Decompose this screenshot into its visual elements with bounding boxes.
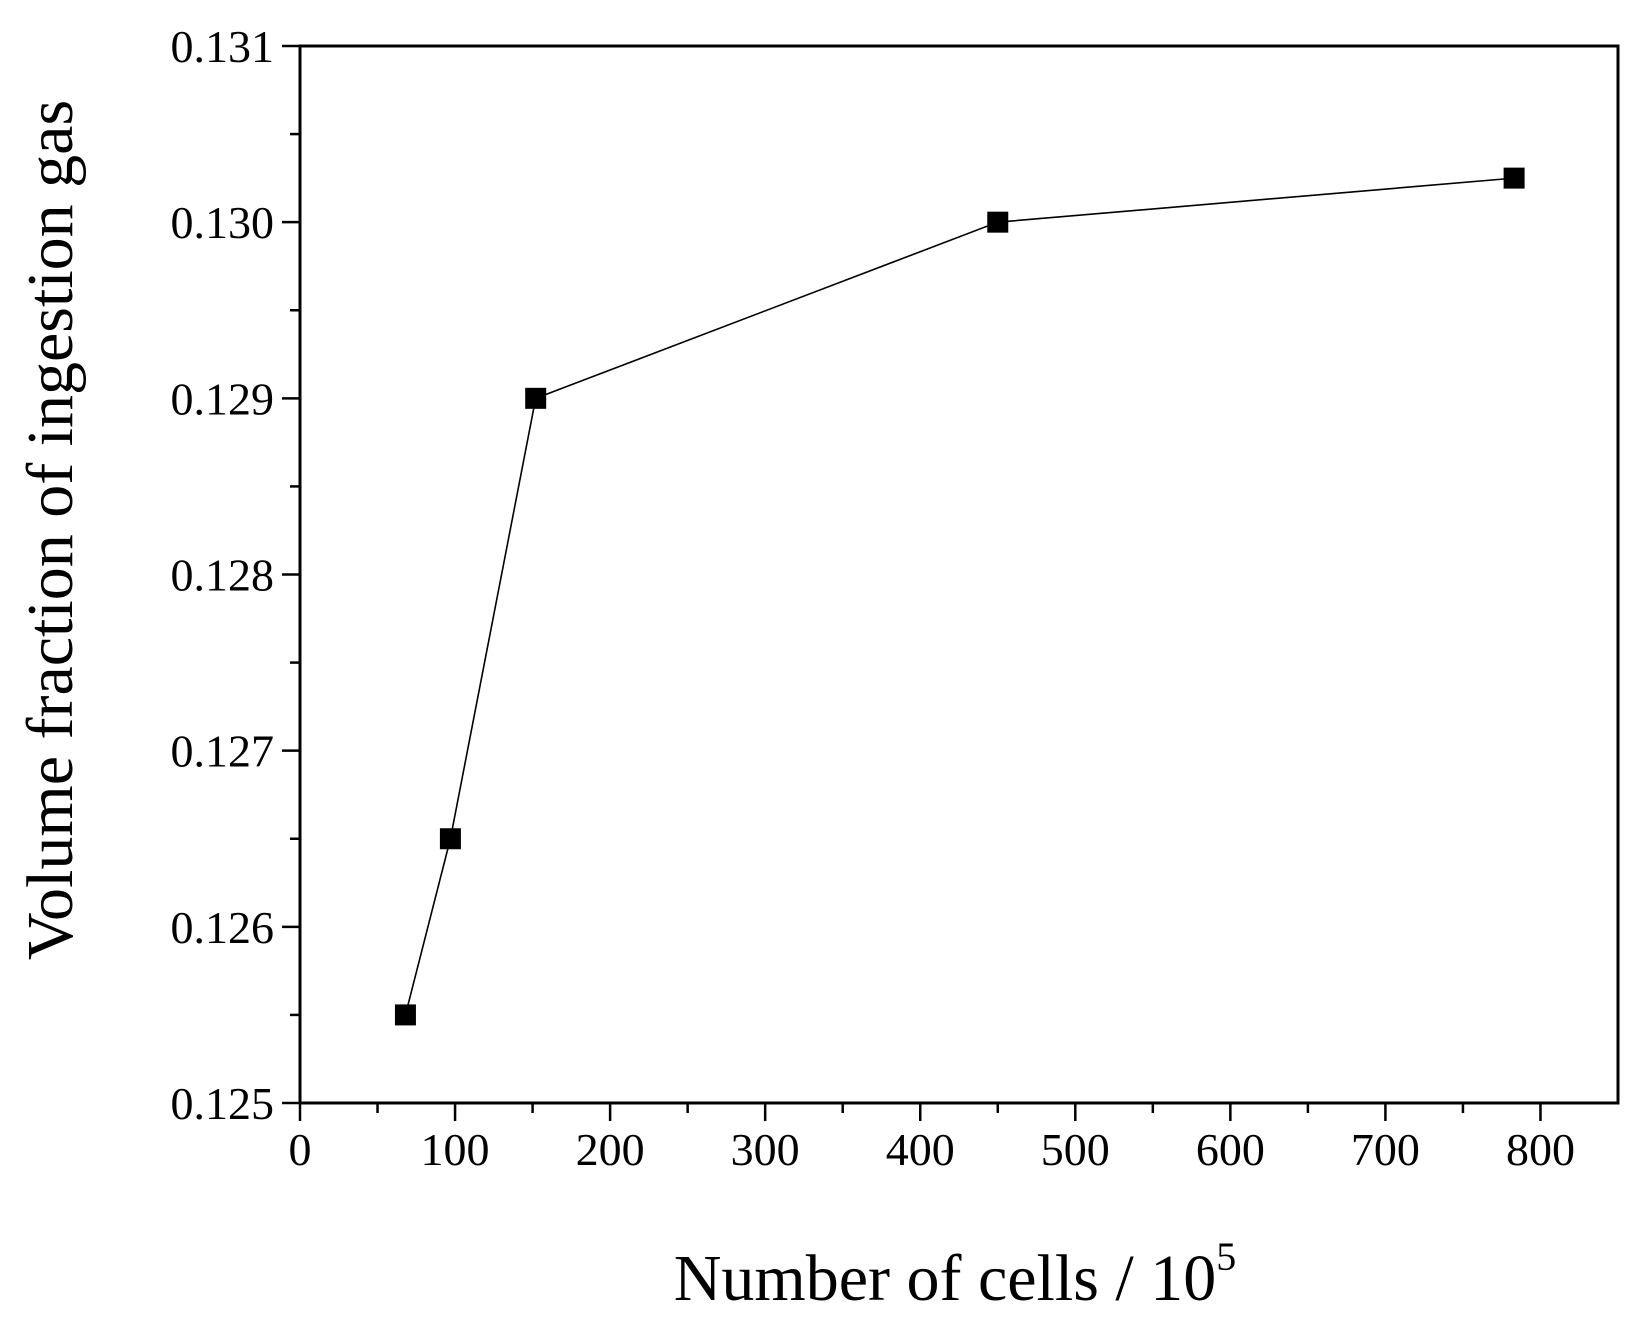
y-tick-label: 0.125 xyxy=(171,1078,275,1129)
data-point-marker xyxy=(987,211,1009,233)
y-tick-label: 0.131 xyxy=(171,21,275,72)
y-axis-title: Volume fraction of ingestion gas xyxy=(14,100,87,960)
x-tick-label: 300 xyxy=(731,1124,800,1175)
x-axis-title: Number of cells / 105 xyxy=(674,1234,1237,1315)
x-axis-title-main: Number of cells / 10 xyxy=(674,1242,1217,1315)
x-tick-label: 400 xyxy=(886,1124,955,1175)
data-point-marker xyxy=(394,1004,416,1026)
x-tick-label: 100 xyxy=(421,1124,490,1175)
x-axis-title-superscript: 5 xyxy=(1216,1234,1236,1279)
x-tick-label: 800 xyxy=(1506,1124,1575,1175)
x-tick-label: 700 xyxy=(1351,1124,1420,1175)
y-tick-label: 0.128 xyxy=(171,550,275,601)
y-axis-ticks: 0.125 0.126 0.127 0.128 0.129 0.130 0.131 xyxy=(171,21,300,1129)
data-point-marker xyxy=(525,387,547,409)
plot-area-border xyxy=(298,44,1620,1105)
series-line xyxy=(404,177,1515,1016)
x-tick-label: 600 xyxy=(1196,1124,1265,1175)
data-point-marker xyxy=(1503,167,1525,189)
y-tick-label: 0.130 xyxy=(171,197,275,248)
x-tick-label: 500 xyxy=(1041,1124,1110,1175)
x-tick-label: 200 xyxy=(576,1124,645,1175)
data-series xyxy=(394,167,1525,1026)
y-tick-label: 0.129 xyxy=(171,373,275,424)
y-tick-label: 0.126 xyxy=(171,902,275,953)
data-point-marker xyxy=(439,828,461,850)
x-axis-ticks: 0 100 200 300 400 500 600 700 800 xyxy=(289,1103,1575,1175)
x-tick-label: 0 xyxy=(289,1124,312,1175)
y-tick-label: 0.127 xyxy=(171,726,275,777)
plot-frame xyxy=(298,44,1620,1105)
